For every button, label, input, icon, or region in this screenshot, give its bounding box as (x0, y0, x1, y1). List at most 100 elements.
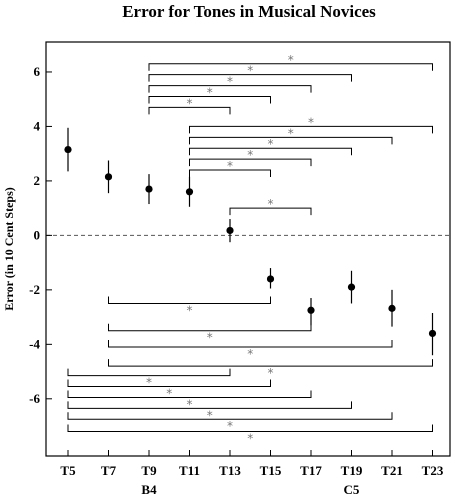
y-tick-label: 0 (34, 227, 41, 242)
x-tick-label: T17 (300, 463, 322, 478)
y-tick-label: 4 (34, 118, 41, 133)
significance-bracket: * (67, 412, 393, 433)
data-point-marker (104, 173, 113, 181)
data-point-marker (185, 188, 194, 196)
bracket-line (148, 74, 352, 82)
significance-bracket: * (108, 359, 433, 380)
significance-star: * (268, 366, 274, 380)
bracket-line (67, 412, 393, 420)
significance-star: * (247, 148, 253, 162)
significance-bracket: * (148, 64, 352, 82)
bracket-line (148, 85, 312, 93)
significance-bracket: * (189, 159, 271, 178)
significance-star: * (146, 376, 152, 390)
significance-star: * (308, 115, 314, 129)
significance-bracket: * (67, 424, 433, 445)
x-tick-note: C5 (344, 482, 360, 497)
data-point-marker (226, 226, 234, 235)
significance-star: * (207, 331, 213, 345)
significance-star: * (207, 408, 213, 422)
x-tick-label: T21 (381, 463, 403, 478)
data-point-marker (388, 304, 396, 312)
y-tick-label: -4 (29, 336, 40, 351)
significance-star: * (227, 419, 233, 433)
significance-star: * (288, 53, 294, 67)
bracket-line (189, 158, 312, 167)
data-point-T21 (388, 289, 396, 327)
x-tick-label: T19 (341, 463, 363, 478)
significance-star: * (288, 126, 294, 140)
data-point-T19 (347, 270, 356, 304)
data-point-T15 (266, 268, 275, 289)
data-point-marker (428, 329, 437, 338)
data-point-marker (347, 283, 356, 291)
data-point-marker (145, 185, 153, 193)
x-tick-label: T15 (260, 463, 282, 478)
y-tick-label: -2 (29, 282, 40, 297)
significance-bracket: * (189, 137, 352, 156)
significance-star: * (207, 85, 213, 99)
significance-bracket: * (108, 340, 393, 361)
significance-bracket: * (189, 148, 312, 167)
significance-bracket: * (67, 379, 271, 401)
significance-star: * (268, 137, 274, 151)
significance-star: * (247, 431, 253, 445)
y-tick-label: 2 (34, 173, 41, 188)
data-point-T11 (185, 176, 194, 207)
y-tick-label: 6 (34, 64, 41, 79)
x-tick-label: T13 (219, 463, 241, 478)
bracket-line (148, 63, 433, 71)
data-point-T7 (104, 160, 113, 194)
significance-star: * (166, 387, 172, 401)
significance-bracket: * (189, 115, 433, 134)
data-point-marker (266, 275, 275, 283)
significance-bracket: * (67, 401, 352, 422)
significance-star: * (247, 64, 253, 78)
bracket-line (108, 296, 271, 304)
x-tick-label: T7 (101, 463, 117, 478)
data-point-T23 (428, 313, 437, 356)
data-point-T9 (145, 174, 153, 205)
significance-bracket: * (67, 390, 312, 411)
bracket-line (108, 323, 312, 332)
y-tick-label: -6 (29, 391, 40, 406)
significance-bracket: * (189, 126, 393, 145)
significance-bracket: * (108, 296, 271, 317)
significance-star: * (247, 347, 253, 361)
bracket-line (148, 95, 271, 104)
bracket-line (67, 379, 271, 388)
data-point-T5 (64, 127, 72, 172)
bracket-line (189, 169, 271, 178)
data-point-T17 (307, 298, 315, 326)
bracket-line (189, 125, 433, 134)
x-tick-label: T5 (60, 463, 76, 478)
significance-bracket: * (148, 96, 231, 115)
significance-bracket: * (229, 197, 312, 216)
x-tick-label: T9 (141, 463, 157, 478)
significance-bracket: * (108, 323, 312, 345)
significance-star: * (187, 303, 193, 317)
y-axis-label: Error (in 10 Cent Steps) (2, 187, 16, 311)
x-tick-note: B4 (141, 482, 157, 497)
data-point-T13 (226, 219, 234, 243)
bracket-line (148, 106, 231, 115)
chart-title: Error for Tones in Musical Novices (122, 2, 376, 21)
significance-bracket: * (148, 75, 312, 93)
bracket-line (67, 424, 433, 432)
bracket-line (108, 340, 393, 348)
x-tick-label: T23 (422, 463, 444, 478)
significance-star: * (187, 397, 193, 411)
significance-star: * (227, 75, 233, 89)
significance-star: * (227, 159, 233, 173)
plot-frame (45, 41, 451, 457)
data-point-marker (64, 145, 72, 154)
significance-star: * (187, 96, 193, 110)
bracket-line (189, 136, 393, 145)
significance-bracket: * (67, 368, 231, 390)
bracket-line (229, 207, 312, 216)
significance-bracket: * (148, 85, 271, 104)
bracket-line (67, 401, 352, 409)
significance-bracket: * (148, 53, 433, 71)
bracket-line (67, 390, 312, 398)
